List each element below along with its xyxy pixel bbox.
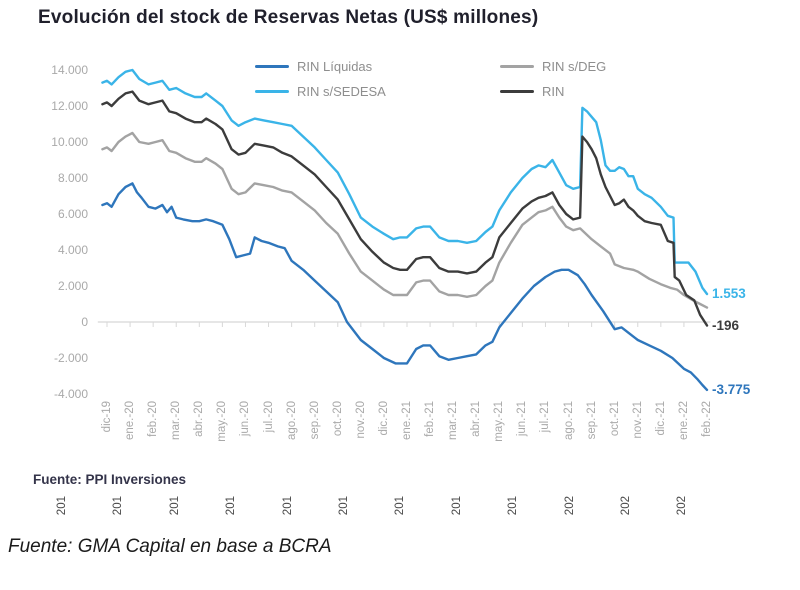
end-value-label: -3.775 <box>712 381 751 397</box>
y-tick-label: 6.000 <box>57 207 88 221</box>
y-tick-label: -4.000 <box>53 387 88 401</box>
legend-label: RIN Líquidas <box>297 58 373 74</box>
legend-item-rin-liquidas: RIN Líquidas <box>255 58 372 74</box>
end-value-label: -196 <box>712 317 740 333</box>
y-tick-label: 10.000 <box>51 135 88 149</box>
partial-year-label: 201 <box>507 496 520 516</box>
x-tick-label: jul.-20 <box>262 401 275 433</box>
x-tick-label: ago.-21 <box>562 401 575 441</box>
partial-year-label: 201 <box>450 496 463 516</box>
series-line-rin-s-sedesa <box>101 68 709 296</box>
y-tick-label: 12.000 <box>51 99 88 113</box>
x-tick-label: nov.-21 <box>631 401 644 439</box>
x-tick-label: sep.-20 <box>308 401 321 440</box>
x-tick-label: mar.-20 <box>170 401 183 440</box>
legend-item-rin: RIN <box>500 83 564 99</box>
y-tick-label: 14.000 <box>51 63 88 77</box>
y-tick-label: -2.000 <box>53 351 88 365</box>
legend-line-rin-sdeg <box>500 64 534 68</box>
x-tick-label: oct.-21 <box>608 401 621 437</box>
partial-year-label: 201 <box>225 496 238 516</box>
y-tick-label: 0 <box>81 315 88 329</box>
x-tick-label: mar.-21 <box>447 401 460 440</box>
legend-item-rin-ssedesa: RIN s/SEDESA <box>255 83 386 99</box>
x-tick-label: feb.-20 <box>147 401 160 437</box>
legend-label: RIN s/SEDESA <box>297 83 386 99</box>
x-tick-label: dic.-20 <box>377 401 390 436</box>
x-tick-label: ene.-21 <box>401 401 413 441</box>
x-tick-label: may.-20 <box>216 401 229 442</box>
legend-line-rin-liquidas <box>255 64 289 68</box>
source-note-gma: Fuente: GMA Capital en base a BCRA <box>8 536 332 557</box>
partial-year-label: 202 <box>563 496 576 516</box>
x-tick-label: ene.-22 <box>677 401 690 441</box>
partial-year-label: 201 <box>281 496 294 516</box>
legend-label: RIN s/DEG <box>542 58 607 74</box>
partial-year-label: 202 <box>620 496 632 516</box>
x-tick-label: oct.-20 <box>331 401 344 437</box>
x-tick-label: may.-21 <box>493 401 506 442</box>
x-tick-label: jul.-21 <box>539 401 552 433</box>
y-tick-label: 2.000 <box>57 279 88 293</box>
partial-year-label: 201 <box>394 496 407 516</box>
partial-year-label: 201 <box>168 496 181 516</box>
legend-label: RIN <box>542 83 565 99</box>
y-tick-label: 4.000 <box>57 243 88 257</box>
x-tick-label: abr.-20 <box>193 401 206 437</box>
partial-year-label: 201 <box>338 496 350 516</box>
legend-item-rin-sdeg: RIN s/DEG <box>500 58 606 74</box>
y-tick-label: 8.000 <box>57 171 88 185</box>
x-tick-label: jun.-20 <box>239 401 252 437</box>
series-line-rin-l-quidas <box>101 182 709 392</box>
chart-title: Evolución del stock de Reservas Netas (U… <box>38 7 539 28</box>
x-tick-label: sep.-21 <box>585 401 598 440</box>
x-tick-label: feb.-21 <box>424 401 437 437</box>
x-tick-label: abr.-21 <box>470 401 483 437</box>
x-tick-label: ene.-20 <box>124 401 137 441</box>
partial-year-label: 202 <box>676 496 689 516</box>
source-note-ppi: Fuente: PPI Inversiones <box>33 472 187 487</box>
legend-line-rin-ssedesa <box>255 89 289 93</box>
x-tick-label: dic.-21 <box>654 401 667 436</box>
x-tick-label: jun.-21 <box>516 401 529 437</box>
partial-year-label: 201 <box>56 496 68 516</box>
x-tick-label: dic-19 <box>101 401 113 433</box>
series-line-rin <box>101 90 709 327</box>
x-tick-label: feb.-22 <box>701 401 713 437</box>
end-value-label: 1.553 <box>712 286 746 302</box>
series-line-rin-s-deg <box>101 131 709 309</box>
partial-year-label: 201 <box>112 496 125 516</box>
x-tick-label: ago.-20 <box>285 401 298 441</box>
legend-line-rin <box>500 89 534 93</box>
x-tick-label: nov.-20 <box>354 401 367 439</box>
